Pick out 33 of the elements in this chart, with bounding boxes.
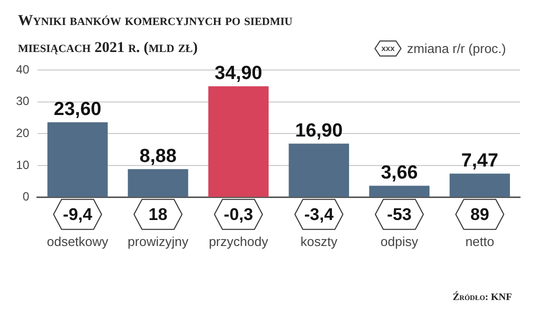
data-label: 34,90 — [214, 62, 262, 84]
x-tick-label: prowizyjny — [128, 234, 189, 249]
x-tick-label: przychody — [208, 234, 269, 249]
text: 89 — [470, 205, 490, 224]
bar — [128, 169, 188, 197]
bar — [450, 174, 510, 197]
data-label: 3,66 — [380, 162, 418, 184]
text: -9,4 — [62, 205, 93, 224]
x-tick-label: odsetkowy — [46, 234, 109, 249]
y-tick-label: 40 — [16, 62, 30, 76]
data-label: 23,60 — [54, 98, 102, 120]
bar — [369, 186, 430, 197]
text: zmiana r/r (proc.) — [407, 41, 506, 56]
y-tick-label: 20 — [16, 126, 30, 140]
text: -0,3 — [224, 205, 254, 224]
y-tick-label: 0 — [22, 190, 30, 204]
chart-title: Wyniki banków komercyjnych po siedmiu miesiącach 2021 r. (mld zł) — [18, 12, 294, 58]
text: -53 — [387, 205, 412, 224]
hexagon-icon: xxx — [374, 40, 402, 57]
bar — [208, 86, 269, 197]
x-tick-label: odpisy — [380, 234, 419, 249]
text: -3,4 — [304, 205, 334, 224]
data-label: 16,90 — [295, 120, 343, 142]
data-label: 7,47 — [461, 150, 498, 172]
bar — [288, 144, 350, 197]
data-label: 8,88 — [140, 146, 177, 167]
x-tick-label: netto — [465, 234, 494, 249]
y-tick-label: 10 — [16, 158, 30, 172]
text: Źródło: KNF — [452, 292, 512, 303]
x-tick-label: koszty — [300, 234, 338, 249]
bar — [47, 122, 108, 197]
text: 18 — [148, 205, 168, 224]
y-tick-label: 30 — [16, 94, 30, 108]
